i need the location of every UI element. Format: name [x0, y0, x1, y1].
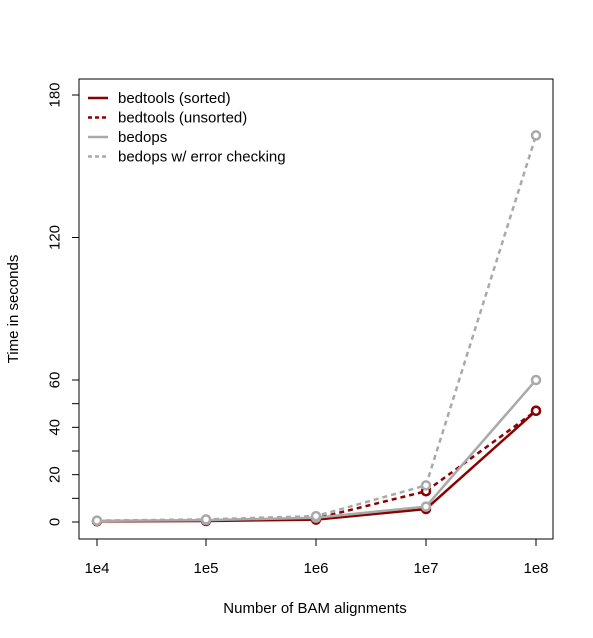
series-line [96, 409, 537, 523]
y-tick-label: 20 [47, 466, 64, 483]
x-tick-label: 1e6 [303, 560, 328, 577]
series-3 [91, 374, 542, 527]
data-point [530, 374, 542, 386]
y-tick-label: 0 [47, 518, 64, 526]
data-point [91, 515, 103, 526]
series-layer [91, 130, 542, 527]
series-line [96, 409, 537, 523]
data-point [420, 501, 432, 512]
x-axis: 1e4 1e5 1e6 1e7 1e8 [84, 538, 549, 577]
legend-label: bedtools (sorted) [118, 90, 231, 107]
legend-label: bedtools (unsorted) [118, 110, 247, 127]
series-line [96, 379, 537, 523]
y-axis: 0 20 40 60 120 180 [47, 82, 80, 526]
x-tick-label: 1e5 [193, 560, 218, 577]
x-tick-label: 1e8 [523, 560, 548, 577]
data-point [420, 480, 432, 491]
legend-label: bedops [118, 129, 167, 146]
data-point [200, 514, 212, 525]
data-point [530, 405, 542, 417]
x-tick-label: 1e4 [84, 560, 109, 577]
series-4 [91, 130, 542, 526]
legend-label: bedops w/ error checking [118, 149, 286, 166]
legend: bedtools (sorted) bedtools (unsorted) bedo… [88, 90, 286, 166]
y-tick-label: 120 [47, 225, 64, 250]
x-tick-label: 1e7 [413, 560, 438, 577]
series-line [96, 135, 538, 522]
data-point [530, 130, 542, 141]
series-1 [91, 405, 542, 527]
x-axis-title: Number of BAM alignments [223, 600, 406, 617]
y-tick-label: 60 [47, 372, 64, 389]
y-axis-title: Time in seconds [5, 255, 22, 364]
y-tick-label: 40 [47, 419, 64, 436]
data-point [310, 510, 322, 522]
y-tick-label: 180 [47, 82, 64, 107]
